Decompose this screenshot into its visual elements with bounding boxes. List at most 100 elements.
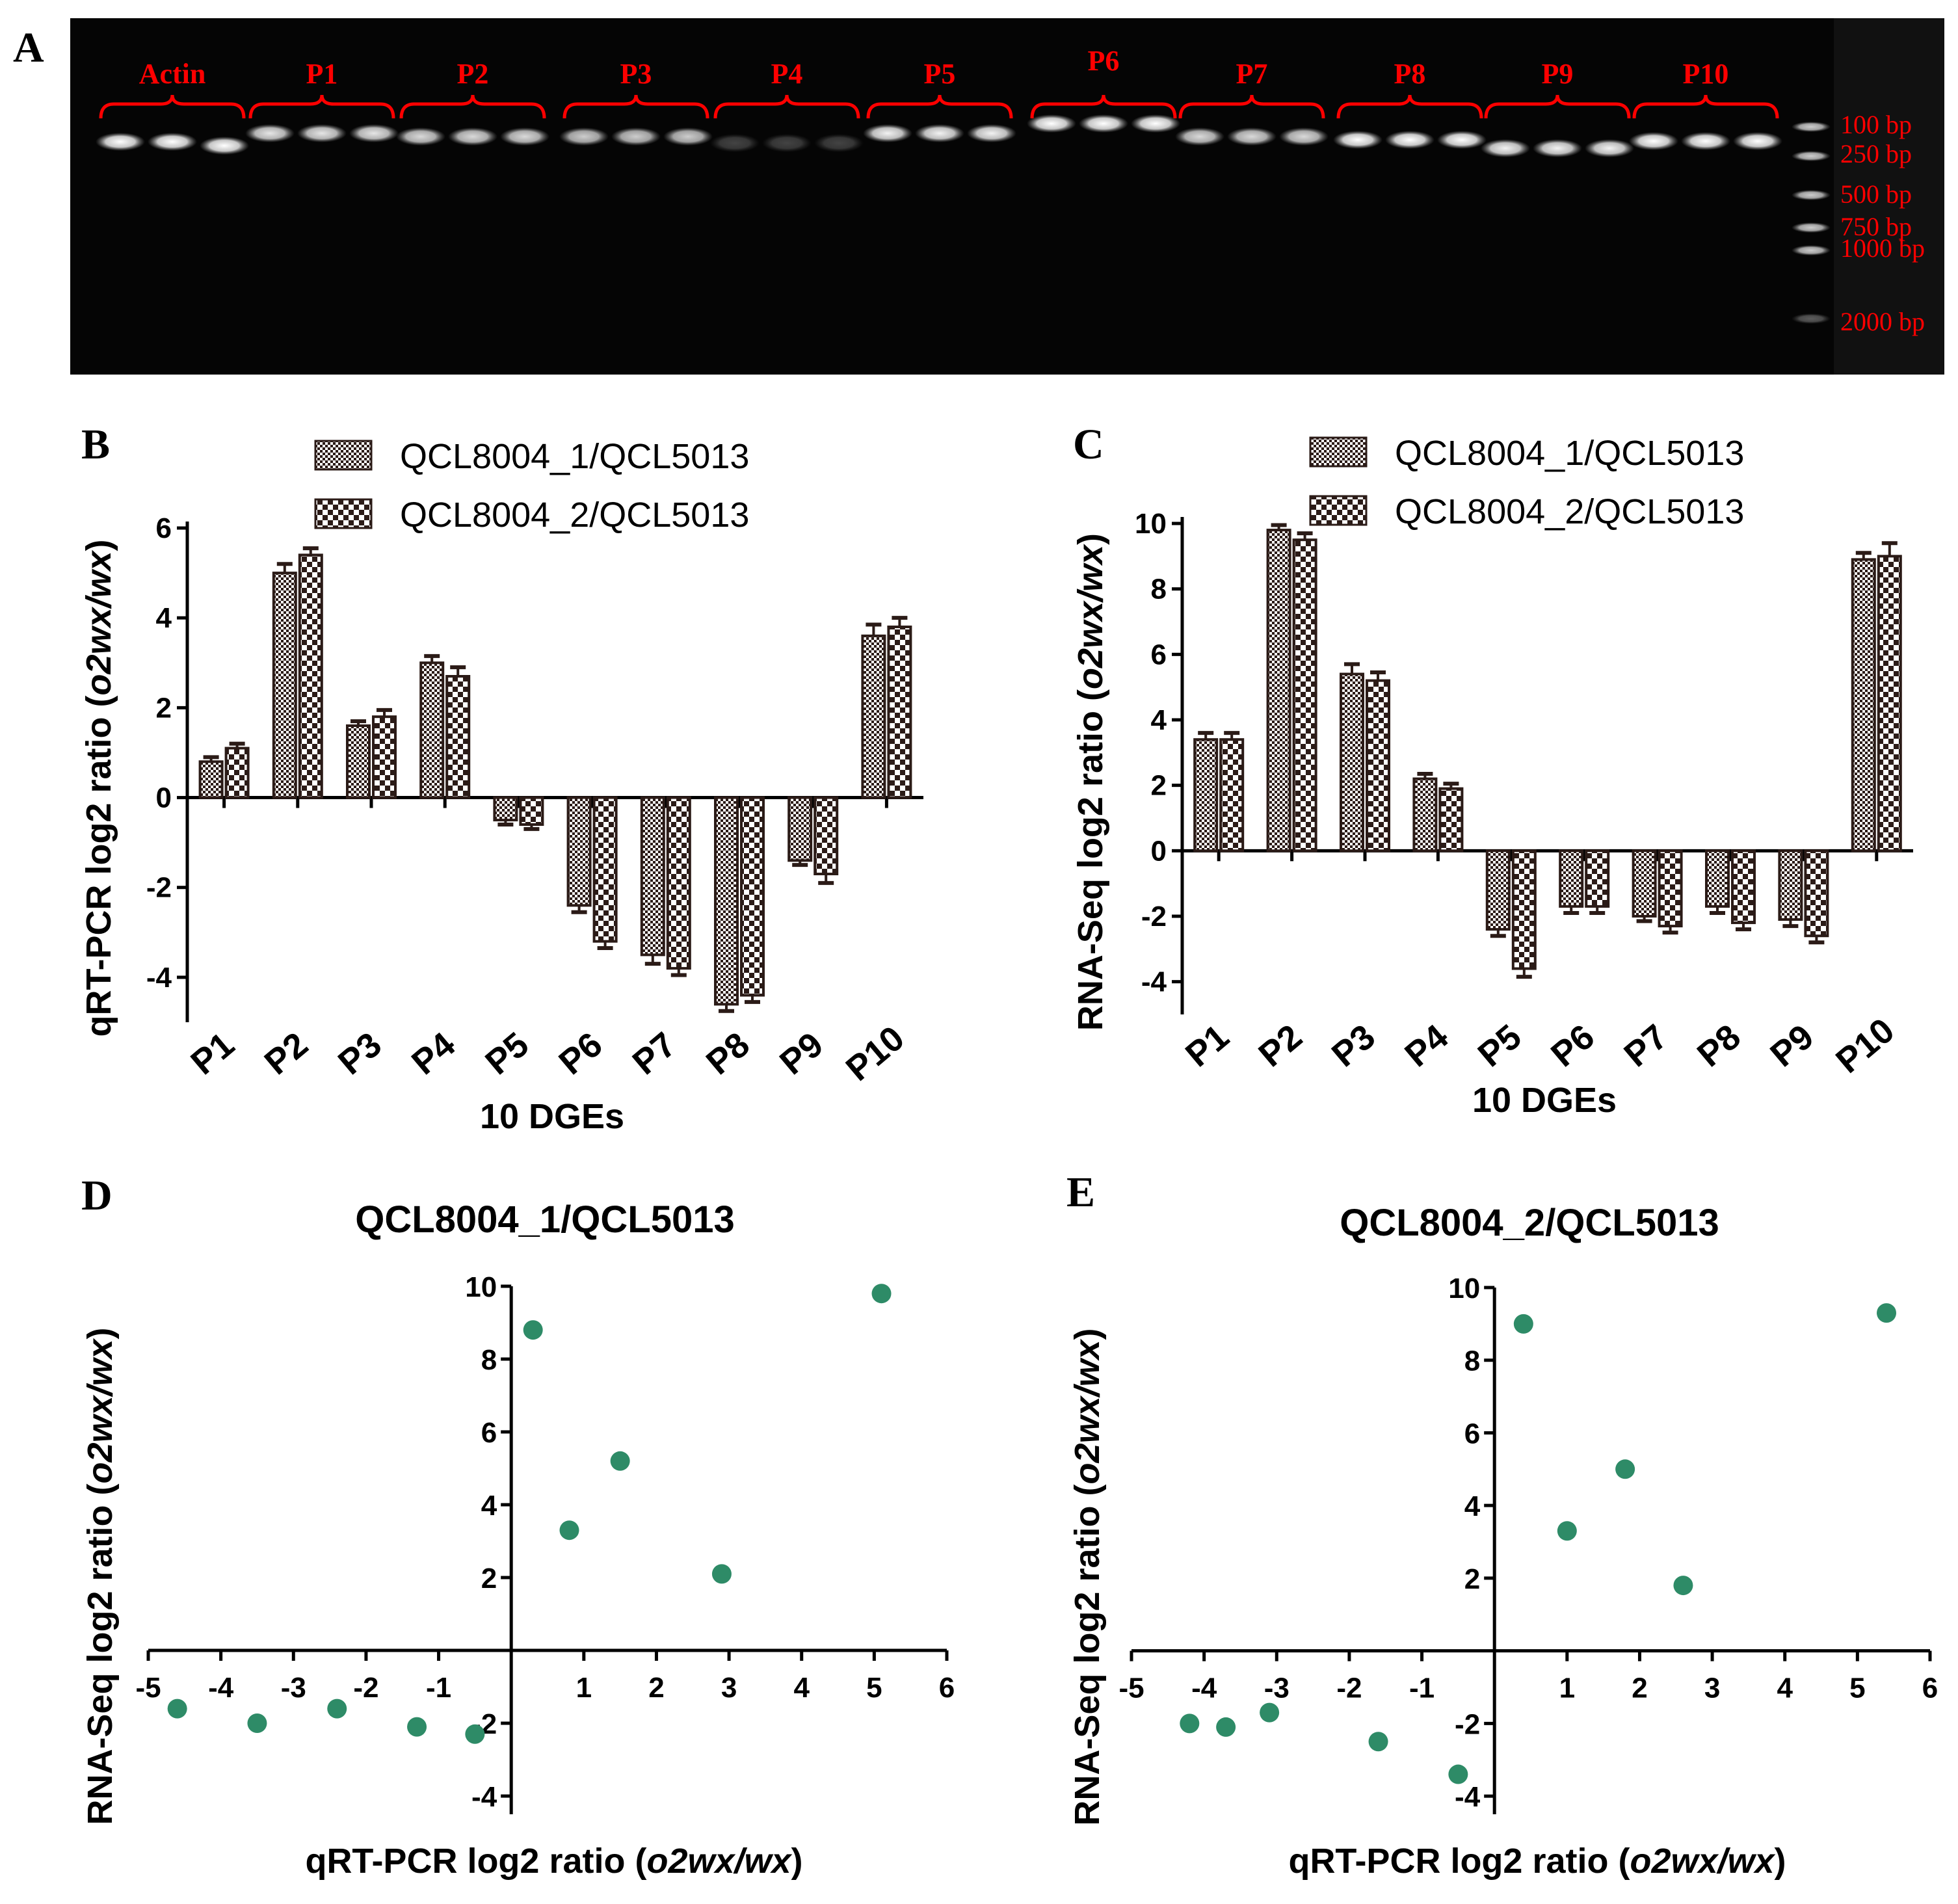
gel-band	[559, 127, 609, 146]
bar-p6-s2	[1585, 849, 1610, 908]
y-axis-title: RNA-Seq log2 ratio (o2wx/wx)	[1068, 1328, 1107, 1825]
bar-p8-s2	[740, 796, 765, 997]
gel-band	[1385, 131, 1435, 149]
y-axis-title-prefix: qRT-PCR log2 ratio (	[79, 696, 118, 1037]
bar-p1-s2	[224, 747, 250, 799]
x-tick-label-p3: P3	[331, 1025, 389, 1082]
gel-ladder-lane	[1834, 18, 1944, 375]
x-tick-label: 4	[1777, 1673, 1793, 1704]
scatter-chart-qcl8004-1: -5 -4 -3 -2 -1 1 2 3 4 5 6-4-2246810QCL8004_1/QCL5…	[81, 1198, 955, 1881]
bar-p3-s1	[346, 724, 371, 799]
gel-band	[1437, 131, 1487, 149]
gel-lane-bracket	[562, 94, 709, 119]
gel-lane-bracket	[713, 94, 860, 119]
x-tick-label-p1: P1	[1178, 1017, 1236, 1074]
bar-p7-s2	[666, 796, 691, 970]
x-tick-label-p4: P4	[404, 1025, 462, 1082]
x-tick-label: 1	[1559, 1673, 1575, 1704]
bar-p5-s2	[519, 796, 544, 826]
y-axis-title-italic: o2wx/wx	[1068, 1338, 1107, 1484]
legend-label-s1: QCL8004_1/QCL5013	[1395, 434, 1744, 473]
ladder-label: 100 bp	[1840, 110, 1912, 139]
bar-p7-s2	[1658, 849, 1683, 928]
bar-p8-s1	[1705, 849, 1730, 908]
bar-p4-s1	[1412, 777, 1438, 853]
gel-lane-label: P2	[457, 58, 489, 90]
x-tick-label: 3	[1704, 1673, 1720, 1704]
gel-lane-bracket	[399, 94, 546, 119]
panel-label-c: C	[1073, 421, 1104, 468]
y-axis-title-italic: o2wx/wx	[1071, 544, 1110, 689]
gel-lane-bracket	[1336, 94, 1483, 119]
bar-p5-s2	[1511, 849, 1537, 970]
bar-chart-qrt-pcr: -4 -2 0 2 4 6 P1 P2 P3 P4 P5 P6 P7 P8 P9 P10 qRT-PCR log…	[79, 437, 923, 1136]
y-tick-label: 6	[1151, 639, 1167, 670]
bar-p1-s1	[198, 760, 224, 799]
y-tick-label: 2	[1464, 1563, 1480, 1595]
ladder-band	[1792, 122, 1831, 132]
panel-label-e: E	[1066, 1169, 1095, 1216]
gel-lane-label: P8	[1394, 58, 1426, 90]
data-point	[523, 1320, 543, 1340]
y-tick-label: 6	[1464, 1418, 1480, 1449]
gel-band	[762, 134, 812, 152]
gel-band	[1533, 139, 1582, 157]
legend-label-s1: QCL8004_1/QCL5013	[400, 437, 749, 476]
x-axis-title-italic: o2wx/wx	[1630, 1842, 1775, 1881]
data-point	[1513, 1314, 1533, 1334]
y-tick-label: 8	[1151, 574, 1167, 605]
y-axis-title-prefix: RNA-Seq log2 ratio (	[1071, 689, 1110, 1031]
gel-band	[1175, 127, 1224, 146]
x-tick-label-p8: P8	[1690, 1017, 1748, 1074]
bar-p3-s2	[1366, 679, 1390, 853]
gel-band	[297, 124, 347, 142]
gel-band	[1079, 114, 1128, 133]
y-tick-label: -2	[1141, 901, 1167, 932]
gel-lane-bracket	[1484, 94, 1631, 119]
x-tick-label: 2	[1632, 1673, 1647, 1704]
gel-lane-label: P7	[1236, 58, 1268, 90]
x-tick-label-p10: P10	[1829, 1011, 1901, 1081]
gel-bands	[96, 114, 1782, 157]
data-point	[1216, 1717, 1236, 1737]
gel-lane-label: P5	[924, 58, 956, 90]
x-axis-title-suffix: )	[791, 1842, 803, 1881]
panel-label-a: A	[13, 24, 44, 72]
y-tick-label: 10	[1448, 1273, 1480, 1304]
bar-p10-s2	[887, 626, 912, 799]
bar-p10-s1	[861, 634, 886, 799]
bar-p10-s1	[1851, 558, 1876, 853]
x-axis-title-suffix: )	[1775, 1842, 1786, 1881]
y-tick-label: 0	[1151, 835, 1167, 867]
y-tick-label: 4	[1464, 1490, 1481, 1522]
bar-p4-s2	[445, 675, 471, 799]
gel-band	[1333, 131, 1383, 149]
ladder-band	[1792, 222, 1831, 233]
gel-lane-label: P1	[306, 58, 338, 90]
x-axis-title-prefix: qRT-PCR log2 ratio (	[1288, 1842, 1630, 1881]
data-point	[327, 1699, 347, 1719]
y-tick-label: -2	[1455, 1708, 1480, 1740]
gel-band	[396, 127, 445, 146]
data-point	[1557, 1521, 1577, 1541]
ladder-band	[1792, 313, 1831, 324]
data-point	[465, 1724, 485, 1744]
gel-lane-bracket	[866, 94, 1013, 119]
x-tick-label: 6	[1922, 1673, 1938, 1704]
bar-p10-s2	[1877, 555, 1902, 853]
data-point	[247, 1713, 267, 1733]
chart-title: QCL8004_1/QCL5013	[355, 1198, 735, 1241]
x-tick-label-p2: P2	[1251, 1017, 1309, 1074]
bar-p9-s2	[814, 796, 839, 875]
gel-band	[1481, 139, 1530, 157]
y-axis-title-suffix: )	[81, 1327, 120, 1339]
y-tick-label: -4	[1141, 966, 1167, 998]
data-point	[1180, 1713, 1200, 1734]
x-tick-label: -1	[426, 1672, 451, 1704]
y-axis-title-prefix: RNA-Seq log2 ratio (	[1068, 1485, 1107, 1826]
gel-band	[1027, 114, 1076, 133]
legend-swatch-s2	[1309, 495, 1368, 526]
x-tick-label: -2	[1336, 1673, 1362, 1704]
ladder-band	[1792, 151, 1831, 161]
